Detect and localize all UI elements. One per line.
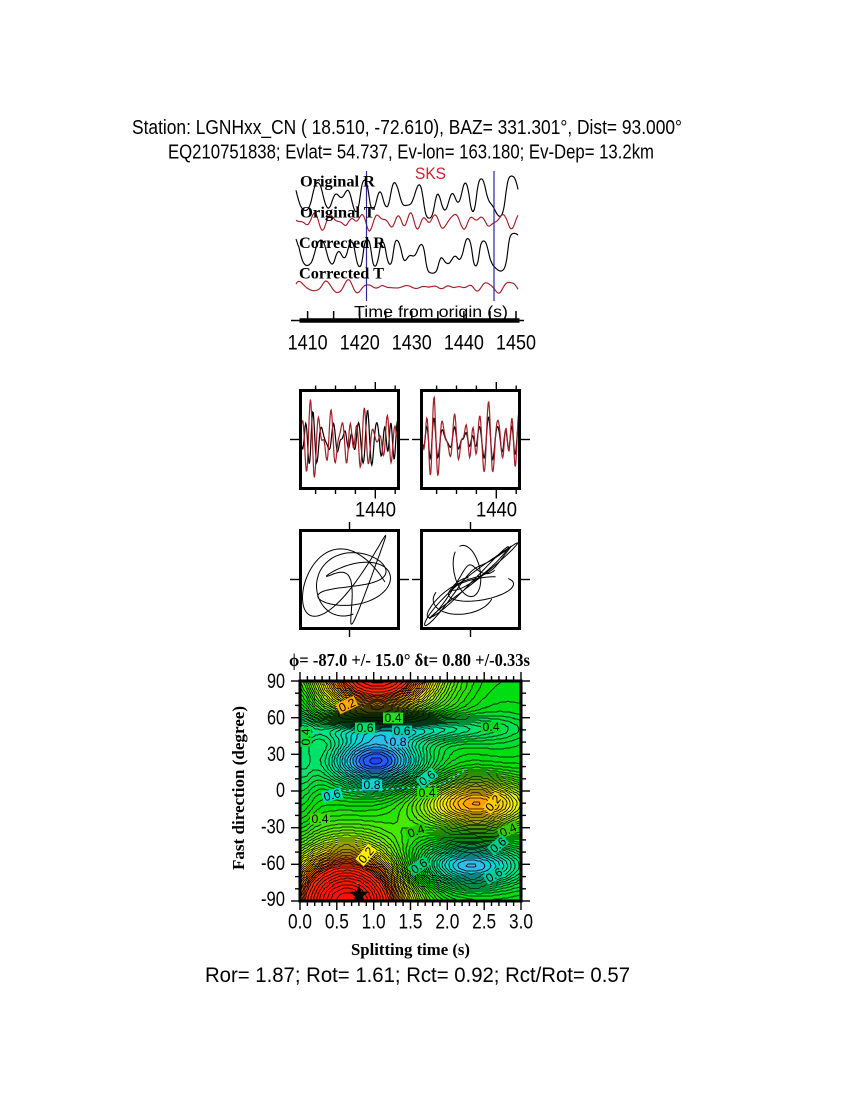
svg-text:Corrected R: Corrected R bbox=[299, 235, 385, 252]
svg-text:0.6: 0.6 bbox=[394, 724, 411, 738]
svg-text:0.0: 0.0 bbox=[288, 910, 312, 933]
svg-text:0.4: 0.4 bbox=[406, 822, 427, 841]
svg-text:1440: 1440 bbox=[444, 331, 484, 354]
svg-text:0.4: 0.4 bbox=[385, 711, 402, 725]
svg-text:60: 60 bbox=[267, 707, 285, 730]
svg-text:0.6: 0.6 bbox=[357, 721, 374, 735]
svg-text:Time from origin (s): Time from origin (s) bbox=[354, 304, 508, 321]
svg-text:2.5: 2.5 bbox=[472, 910, 496, 933]
svg-text:ϕ= -87.0 +/- 15.0° δt= 0.80 +/: ϕ= -87.0 +/- 15.0° δt= 0.80 +/-0.33s bbox=[289, 650, 530, 670]
svg-text:1.5: 1.5 bbox=[399, 910, 423, 933]
svg-text:0.8: 0.8 bbox=[364, 778, 381, 792]
svg-text:0.4: 0.4 bbox=[299, 728, 313, 745]
svg-text:0.6: 0.6 bbox=[322, 786, 342, 804]
svg-text:2.0: 2.0 bbox=[435, 910, 459, 933]
svg-text:1450: 1450 bbox=[496, 331, 536, 354]
svg-text:-30: -30 bbox=[261, 816, 285, 839]
svg-text:SKS: SKS bbox=[415, 164, 446, 183]
svg-text:Ror= 1.87; Rot= 1.61; Rct= 0.9: Ror= 1.87; Rot= 1.61; Rct= 0.92; Rct/Rot… bbox=[205, 964, 630, 987]
svg-text:Original T: Original T bbox=[300, 205, 375, 222]
svg-text:Station: LGNHxx_CN ( 18.510,: Station: LGNHxx_CN ( 18.510, -72.610), B… bbox=[132, 117, 682, 139]
svg-text:-90: -90 bbox=[261, 888, 285, 911]
svg-text:0: 0 bbox=[276, 779, 285, 802]
svg-text:1420: 1420 bbox=[340, 331, 380, 354]
svg-text:0.4: 0.4 bbox=[312, 812, 329, 826]
svg-text:Splitting time (s): Splitting time (s) bbox=[351, 940, 470, 959]
svg-text:-60: -60 bbox=[261, 852, 285, 875]
svg-text:1410: 1410 bbox=[288, 331, 328, 354]
svg-text:0.4: 0.4 bbox=[497, 820, 519, 840]
svg-text:90: 90 bbox=[267, 670, 285, 693]
svg-text:1440: 1440 bbox=[355, 499, 396, 522]
svg-text:30: 30 bbox=[267, 743, 285, 766]
svg-text:0.2: 0.2 bbox=[336, 695, 358, 715]
svg-text:1430: 1430 bbox=[392, 331, 432, 354]
svg-text:Original R: Original R bbox=[300, 174, 375, 191]
svg-text:Fast direction (degree): Fast direction (degree) bbox=[229, 706, 248, 870]
svg-text:0.4: 0.4 bbox=[483, 720, 500, 734]
svg-text:0.4: 0.4 bbox=[419, 786, 436, 800]
svg-text:3.0: 3.0 bbox=[509, 910, 533, 933]
svg-text:1.0: 1.0 bbox=[362, 910, 386, 933]
svg-text:EQ210751838; Evlat= 54.737, E: EQ210751838; Evlat= 54.737, Ev-lon= 163.… bbox=[168, 142, 654, 164]
svg-text:1440: 1440 bbox=[476, 499, 517, 522]
svg-text:0.5: 0.5 bbox=[325, 910, 349, 933]
svg-text:0.8: 0.8 bbox=[390, 735, 407, 749]
svg-text:Corrected T: Corrected T bbox=[299, 265, 384, 282]
